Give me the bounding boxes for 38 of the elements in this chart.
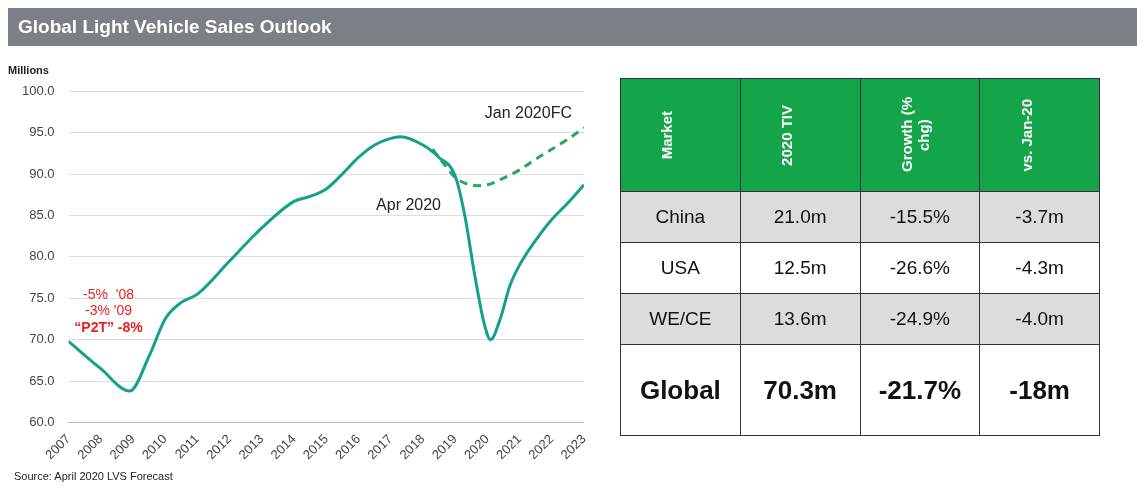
y-tick-label: 75.0 — [29, 289, 55, 305]
text: 70.3m — [763, 374, 837, 405]
y-tick-label: 70.0 — [29, 331, 55, 347]
text: 12.5m — [773, 257, 827, 278]
text: WE/CE — [649, 308, 712, 329]
annotation: -5% '08 — [83, 285, 135, 302]
y-tick-label: 95.0 — [29, 124, 55, 140]
category-label: vs. Jan-20 — [1017, 98, 1036, 172]
category-label: Growth (% chg) — [897, 96, 933, 175]
y-tick-label: 65.0 — [29, 372, 55, 388]
text: -24.9% — [889, 308, 950, 329]
text: -26.6% — [889, 257, 950, 278]
y-axis-title: Millions — [8, 63, 49, 76]
text: USA — [660, 257, 700, 278]
text: -3.7m — [1015, 206, 1064, 227]
text: 21.0m — [773, 206, 827, 227]
text: 13.6m — [773, 308, 827, 329]
y-tick-label: 60.0 — [29, 414, 55, 430]
y-tick-label: 80.0 — [29, 248, 55, 264]
text: -21.7% — [878, 374, 962, 405]
annotation: “P2T” -8% — [74, 318, 144, 335]
text: Global — [639, 374, 721, 405]
category-label: 2020 TIV — [778, 104, 797, 166]
text: -18m — [1009, 374, 1070, 405]
line-series — [68, 135, 584, 393]
y-tick-label: 100.0 — [21, 82, 55, 98]
y-tick-label: 85.0 — [29, 207, 55, 223]
text: -4.0m — [1015, 308, 1064, 329]
text: -4.3m — [1015, 257, 1064, 278]
y-tick-label: 90.0 — [29, 165, 55, 181]
annotation: -3% '09 — [85, 302, 133, 319]
category-label: Market — [658, 110, 677, 160]
text: China — [655, 206, 706, 227]
series-label: Apr 2020 — [376, 195, 442, 213]
series-label: Jan 2020FC — [484, 104, 572, 122]
text: -15.5% — [889, 206, 950, 227]
source-note: Source: April 2020 LVS Forecast — [14, 470, 173, 482]
chart-title: Global Light Vehicle Sales Outlook — [8, 8, 1137, 46]
